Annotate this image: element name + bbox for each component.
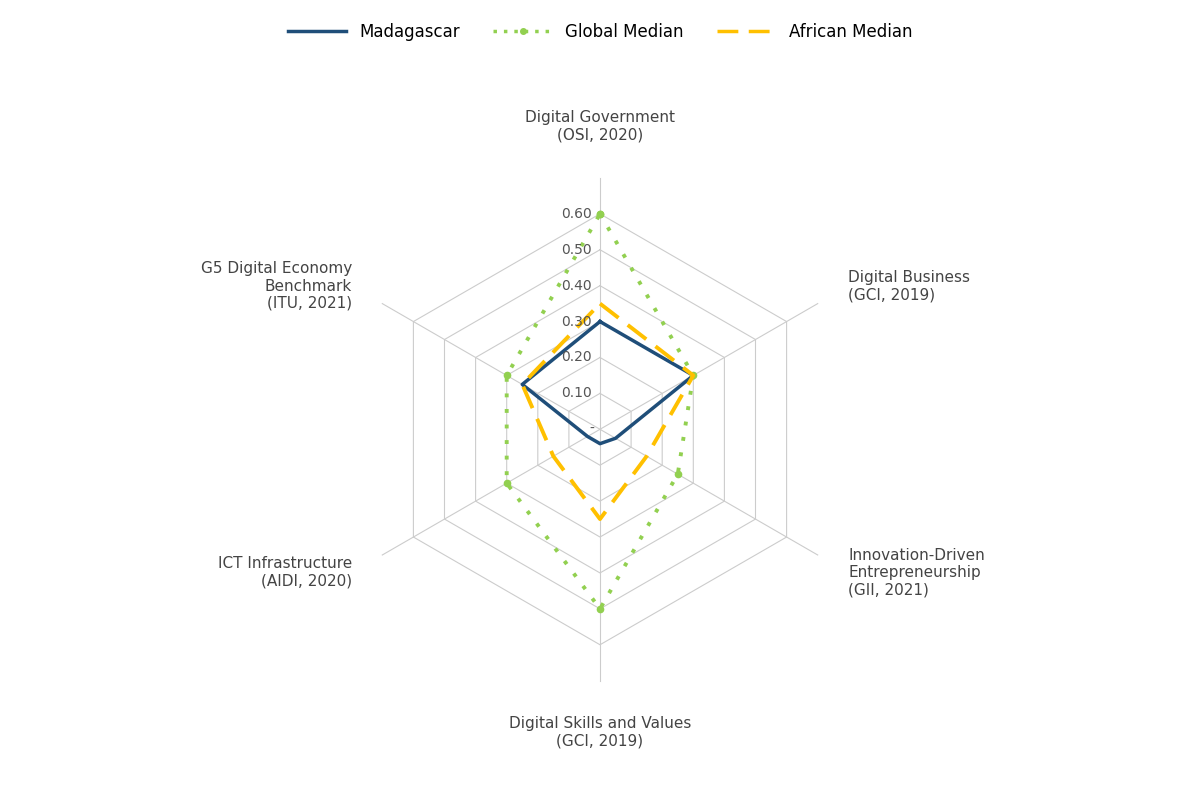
Text: 0.50: 0.50 bbox=[562, 243, 592, 257]
Text: Digital Government
(OSI, 2020): Digital Government (OSI, 2020) bbox=[526, 110, 674, 143]
Text: 0.20: 0.20 bbox=[562, 351, 592, 365]
Text: G5 Digital Economy
Benchmark
(ITU, 2021): G5 Digital Economy Benchmark (ITU, 2021) bbox=[200, 261, 352, 311]
Text: 0.40: 0.40 bbox=[562, 279, 592, 292]
Text: ICT Infrastructure
(AIDI, 2020): ICT Infrastructure (AIDI, 2020) bbox=[217, 556, 352, 589]
Text: -: - bbox=[589, 422, 594, 437]
Text: 0.10: 0.10 bbox=[560, 386, 592, 400]
Text: 0.60: 0.60 bbox=[560, 207, 592, 221]
Legend: Madagascar, Global Median, African Median: Madagascar, Global Median, African Media… bbox=[281, 16, 919, 48]
Text: 0.30: 0.30 bbox=[562, 314, 592, 329]
Text: Innovation-Driven
Entrepreneurship
(GII, 2021): Innovation-Driven Entrepreneurship (GII,… bbox=[848, 548, 985, 598]
Text: Digital Skills and Values
(GCI, 2019): Digital Skills and Values (GCI, 2019) bbox=[509, 716, 691, 748]
Text: Digital Business
(GCI, 2019): Digital Business (GCI, 2019) bbox=[848, 270, 970, 302]
